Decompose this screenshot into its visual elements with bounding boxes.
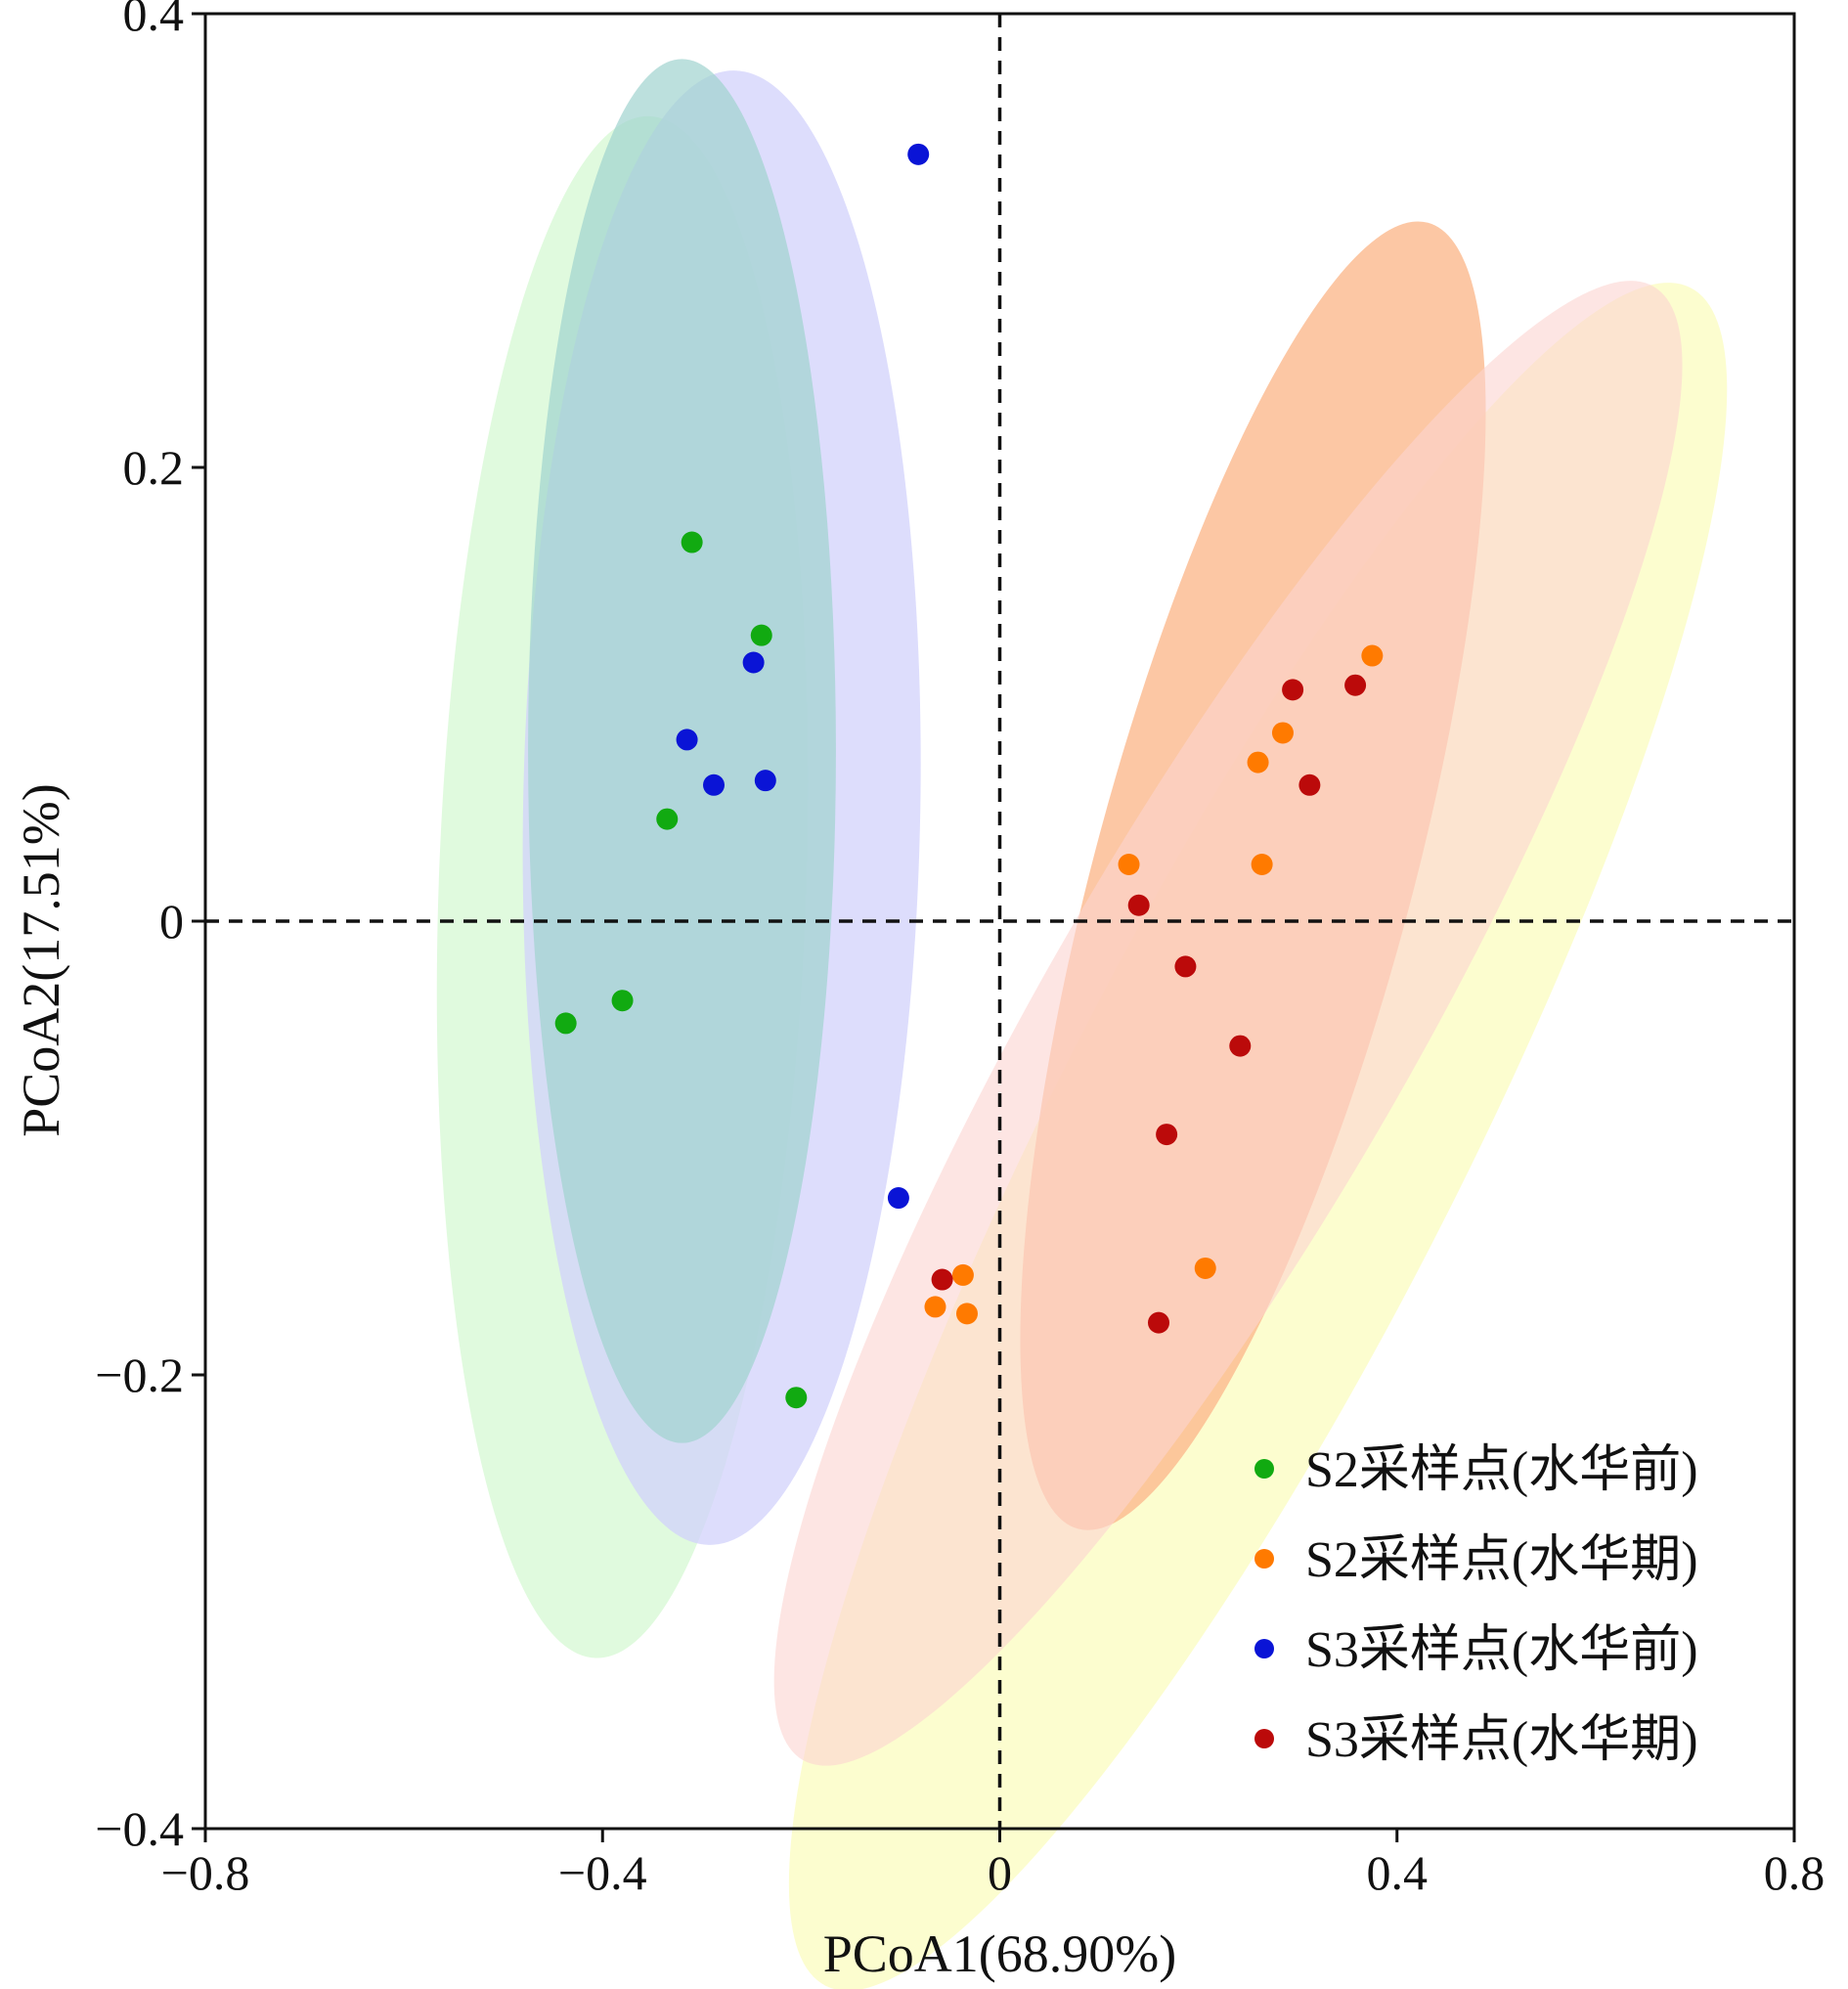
point-series-1-4	[1251, 854, 1273, 875]
point-series-1-3	[1118, 854, 1140, 875]
confidence-ellipses	[436, 59, 1728, 1989]
x-axis-title: PCoA1(68.90%)	[823, 1924, 1177, 1983]
point-series-3-6	[1156, 1124, 1178, 1146]
point-series-2-2	[676, 729, 698, 751]
point-series-3-3	[1127, 894, 1150, 916]
point-series-2-4	[754, 770, 776, 792]
point-series-2-1	[742, 651, 765, 674]
x-tick-label: 0.8	[1764, 1845, 1826, 1900]
y-tick-label: −0.4	[95, 1801, 184, 1856]
point-series-3-0	[1282, 679, 1304, 701]
point-series-0-0	[681, 531, 703, 553]
y-tick-label: 0.4	[123, 0, 185, 41]
point-series-1-5	[1194, 1257, 1216, 1279]
point-series-0-3	[611, 990, 634, 1012]
point-series-3-8	[1148, 1311, 1169, 1334]
y-axis-title: PCoA2(17.51%)	[12, 783, 70, 1137]
point-series-1-1	[1271, 722, 1294, 744]
ellipse-overlap	[528, 59, 836, 1443]
point-series-3-2	[1298, 774, 1321, 796]
legend-marker-3	[1254, 1729, 1274, 1748]
point-series-1-8	[955, 1303, 978, 1325]
point-series-0-4	[554, 1012, 577, 1035]
x-tick-label: −0.8	[161, 1845, 250, 1900]
point-series-0-5	[785, 1387, 808, 1409]
data-points	[554, 143, 1384, 1409]
point-series-1-7	[924, 1296, 946, 1318]
y-tick-label: −0.2	[95, 1348, 184, 1402]
axis-ticks: −0.8 −0.4 0 0.4 0.8−0.4−0.200.20.4	[95, 0, 1825, 1900]
point-series-0-2	[656, 808, 679, 830]
point-series-1-6	[951, 1263, 974, 1286]
point-series-3-5	[1229, 1035, 1252, 1057]
x-tick-label: 0.4	[1367, 1845, 1429, 1900]
point-series-2-3	[703, 774, 725, 796]
legend: S2采样点(水华前) S2采样点(水华期) S3采样点(水华前) S3采样点(水华期)	[1254, 1442, 1698, 1768]
point-series-1-0	[1361, 644, 1384, 667]
reference-lines	[205, 14, 1794, 1829]
legend-label-3: S3采样点(水华期)	[1305, 1712, 1698, 1768]
legend-label-0: S2采样点(水华前)	[1305, 1442, 1698, 1498]
y-tick-label: 0	[159, 894, 184, 949]
y-tick-label: 0.2	[123, 440, 185, 495]
legend-label-1: S2采样点(水华期)	[1305, 1532, 1698, 1588]
point-series-2-5	[887, 1187, 909, 1210]
legend-marker-1	[1254, 1549, 1274, 1569]
legend-marker-0	[1254, 1459, 1274, 1479]
legend-label-2: S3采样点(水华前)	[1305, 1622, 1698, 1678]
point-series-3-1	[1344, 674, 1367, 696]
point-series-0-1	[750, 624, 772, 646]
x-tick-label: 0	[988, 1845, 1012, 1900]
point-series-1-2	[1247, 751, 1269, 774]
legend-marker-2	[1254, 1639, 1274, 1658]
x-tick-label: −0.4	[558, 1845, 647, 1900]
point-series-2-0	[907, 143, 930, 165]
point-series-3-4	[1174, 955, 1197, 978]
ellipse-series-3	[773, 281, 1683, 1766]
point-series-3-7	[931, 1268, 953, 1291]
